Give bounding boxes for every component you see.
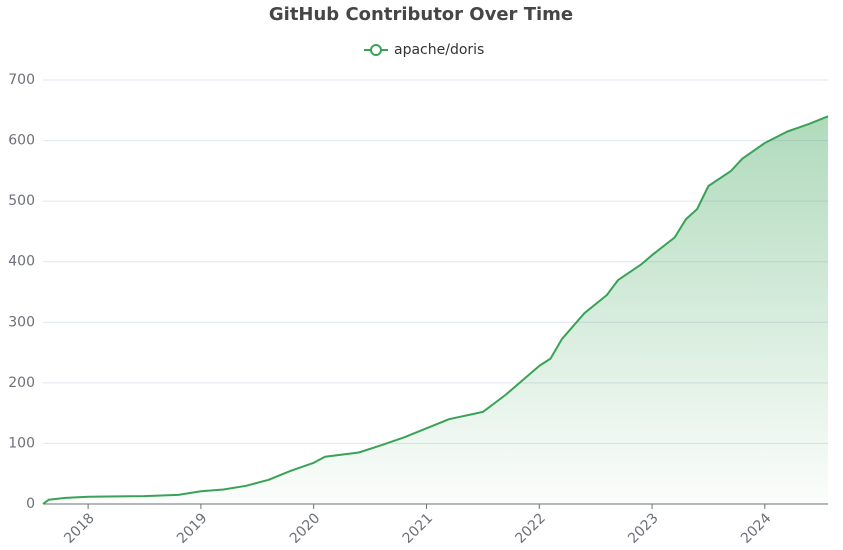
- y-tick-label: 500: [8, 193, 35, 209]
- area: [43, 116, 828, 505]
- y-tick-label: 600: [8, 133, 35, 149]
- x-tick-label: 2021: [400, 510, 437, 547]
- y-tick-label: 200: [8, 375, 35, 391]
- x-tick-label: 2019: [174, 510, 211, 547]
- x-tick-label: 2018: [61, 510, 98, 547]
- y-tick-label: 300: [8, 314, 35, 330]
- y-tick-label: 400: [8, 254, 35, 270]
- chart-title: GitHub Contributor Over Time: [269, 4, 573, 25]
- legend-marker: [370, 44, 382, 56]
- x-tick-label: 2024: [738, 510, 775, 547]
- x-tick-label: 2022: [512, 510, 549, 547]
- y-tick-label: 700: [8, 72, 35, 88]
- x-tick-label: 2020: [287, 510, 324, 547]
- legend-label[interactable]: apache/doris: [394, 42, 484, 58]
- y-tick-label: 0: [26, 496, 35, 512]
- x-tick-label: 2023: [625, 510, 662, 547]
- y-tick-label: 100: [8, 435, 35, 451]
- line: [42, 115, 829, 505]
